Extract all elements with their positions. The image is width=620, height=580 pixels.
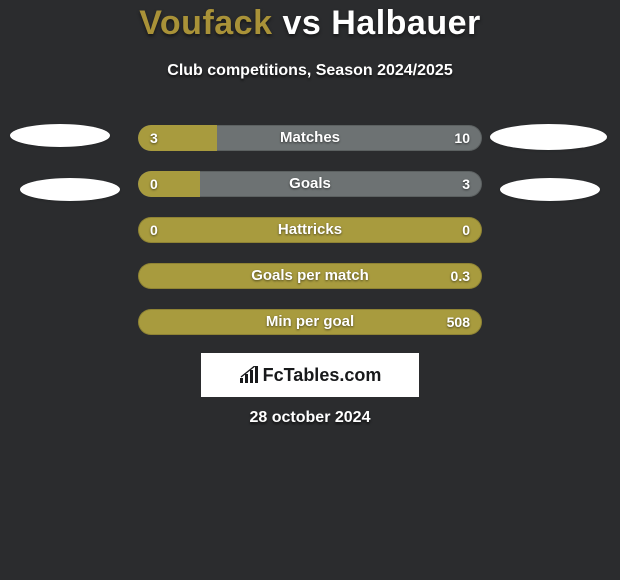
avatar-placeholder-left-1 (10, 124, 110, 147)
subtitle: Club competitions, Season 2024/2025 (0, 62, 620, 80)
avatar-placeholder-left-2 (20, 178, 120, 201)
stat-label: Matches (138, 125, 482, 151)
date: 28 october 2024 (0, 409, 620, 427)
stat-right-value: 10 (454, 125, 470, 151)
stat-bars: 3 Matches 10 0 Goals 3 0 Hattricks 0 Goa… (138, 125, 482, 355)
fctables-logo-label: FcTables.com (263, 365, 382, 386)
stat-label: Min per goal (138, 309, 482, 335)
stat-row: 0 Hattricks 0 (138, 217, 482, 243)
stat-label: Goals (138, 171, 482, 197)
title-player2: Halbauer (331, 4, 481, 42)
stat-row: Goals per match 0.3 (138, 263, 482, 289)
stat-label: Hattricks (138, 217, 482, 243)
stat-right-value: 3 (462, 171, 470, 197)
stat-row: Min per goal 508 (138, 309, 482, 335)
avatar-placeholder-right-2 (500, 178, 600, 201)
fctables-logo-text: FcTables.com (239, 365, 382, 386)
comparison-infographic: Voufack vs Halbauer Club competitions, S… (0, 0, 620, 580)
stat-right-value: 508 (447, 309, 470, 335)
fctables-logo: FcTables.com (201, 353, 419, 397)
title-player1: Voufack (139, 4, 272, 42)
stat-right-value: 0.3 (451, 263, 470, 289)
title: Voufack vs Halbauer (0, 4, 620, 43)
bar-chart-icon (239, 366, 261, 384)
avatar-placeholder-right-1 (490, 124, 607, 150)
stat-row: 0 Goals 3 (138, 171, 482, 197)
stat-row: 3 Matches 10 (138, 125, 482, 151)
title-vs: vs (282, 4, 321, 42)
stat-label: Goals per match (138, 263, 482, 289)
stat-right-value: 0 (462, 217, 470, 243)
